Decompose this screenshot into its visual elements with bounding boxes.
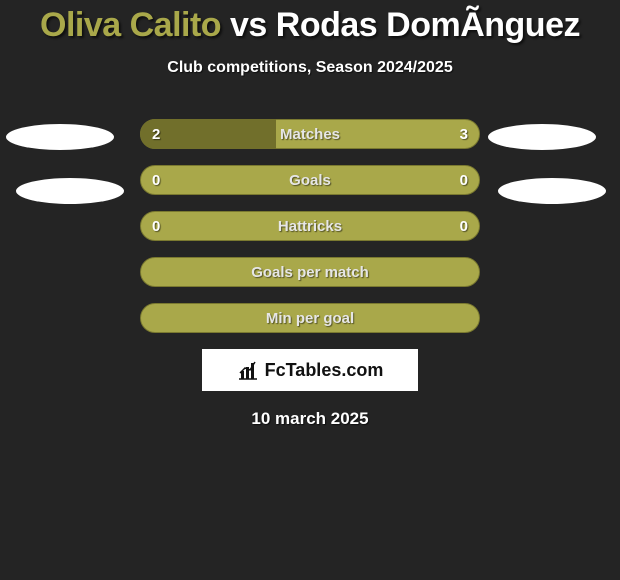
stat-label: Hattricks xyxy=(140,211,480,241)
brand-box: FcTables.com xyxy=(202,349,418,391)
date-text: 10 march 2025 xyxy=(0,409,620,429)
brand-text: FcTables.com xyxy=(265,360,384,381)
stat-value-left: 0 xyxy=(152,165,160,195)
stat-label: Min per goal xyxy=(140,303,480,333)
side-ellipse xyxy=(498,178,606,204)
stat-label: Goals per match xyxy=(140,257,480,287)
side-ellipse xyxy=(6,124,114,150)
player2-name: Rodas DomÃ­nguez xyxy=(276,6,580,44)
brand-chart-icon xyxy=(237,359,259,381)
stats-rows: Matches23Goals00Hattricks00Goals per mat… xyxy=(0,119,620,333)
subtitle: Club competitions, Season 2024/2025 xyxy=(0,59,620,77)
side-ellipse xyxy=(488,124,596,150)
stat-value-left: 0 xyxy=(152,211,160,241)
vs-text: vs xyxy=(230,6,267,44)
stat-value-right: 0 xyxy=(460,165,468,195)
stat-row: Matches2 3 xyxy=(140,119,480,149)
stat-row: Min per goal xyxy=(140,303,480,333)
stat-row: Goals per match xyxy=(140,257,480,287)
comparison-title: Oliva Calito vs Rodas DomÃ­nguez xyxy=(0,0,620,45)
stat-row: Hattricks0 0 xyxy=(140,211,480,241)
player1-name: Oliva Calito xyxy=(40,6,221,44)
stat-value-left: 2 xyxy=(152,119,160,149)
stat-value-right: 3 xyxy=(460,119,468,149)
stat-label: Goals xyxy=(140,165,480,195)
stat-row: Goals0 0 xyxy=(140,165,480,195)
stat-label: Matches xyxy=(140,119,480,149)
side-ellipse xyxy=(16,178,124,204)
stat-value-right: 0 xyxy=(460,211,468,241)
